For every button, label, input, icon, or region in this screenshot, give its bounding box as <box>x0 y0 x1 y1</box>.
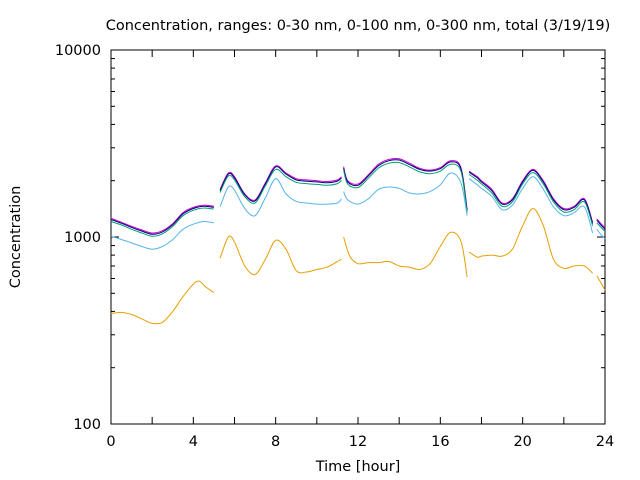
series-line <box>219 165 342 201</box>
x-tick-label: 8 <box>271 434 280 450</box>
series-line <box>343 231 468 278</box>
series-line <box>343 161 468 214</box>
y-axis-label: Concentration <box>8 186 24 289</box>
x-tick-label: 0 <box>106 434 115 450</box>
plot-frame <box>110 49 606 425</box>
series-line <box>468 169 594 224</box>
x-tick-label: 4 <box>189 434 198 450</box>
series-line <box>110 280 215 325</box>
series-line <box>596 228 606 239</box>
series-line <box>110 204 214 234</box>
axis-ticks <box>110 50 606 425</box>
x-tick-label: 24 <box>596 434 614 450</box>
series-3 <box>110 161 606 237</box>
series-line <box>596 222 606 232</box>
y-tick-label: 100 <box>73 417 101 433</box>
x-tick-label: 16 <box>431 434 449 450</box>
series-1 <box>110 157 606 234</box>
series-line <box>219 168 342 204</box>
series-line <box>468 207 593 274</box>
series-line <box>468 172 594 226</box>
series-line <box>110 205 214 235</box>
x-tick-labels: 0 4 8 12 16 20 24 <box>106 434 614 450</box>
series-line <box>596 275 606 291</box>
series-line <box>468 176 594 234</box>
x-tick-label: 12 <box>349 434 367 450</box>
series-5 <box>110 207 606 325</box>
series-line <box>468 168 594 223</box>
series-line <box>596 219 606 230</box>
series-line <box>343 172 468 216</box>
y-tick-labels: 100 1000 10000 <box>55 43 101 433</box>
series-line <box>343 157 468 210</box>
chart-title: Concentration, ranges: 0-30 nm, 0-100 nm… <box>106 18 611 34</box>
x-tick-label: 20 <box>513 434 531 450</box>
series-line <box>596 218 606 229</box>
series-line <box>219 166 342 202</box>
series-line <box>343 159 468 211</box>
series-4 <box>110 172 606 250</box>
series-layer <box>110 157 606 325</box>
series-line <box>219 235 342 276</box>
series-2 <box>110 159 606 235</box>
series-line <box>110 220 214 250</box>
y-tick-label: 10000 <box>55 43 101 59</box>
y-tick-label: 1000 <box>64 230 101 246</box>
x-axis-label: Time [hour] <box>315 459 401 475</box>
series-line <box>110 207 214 237</box>
series-line <box>219 178 342 217</box>
